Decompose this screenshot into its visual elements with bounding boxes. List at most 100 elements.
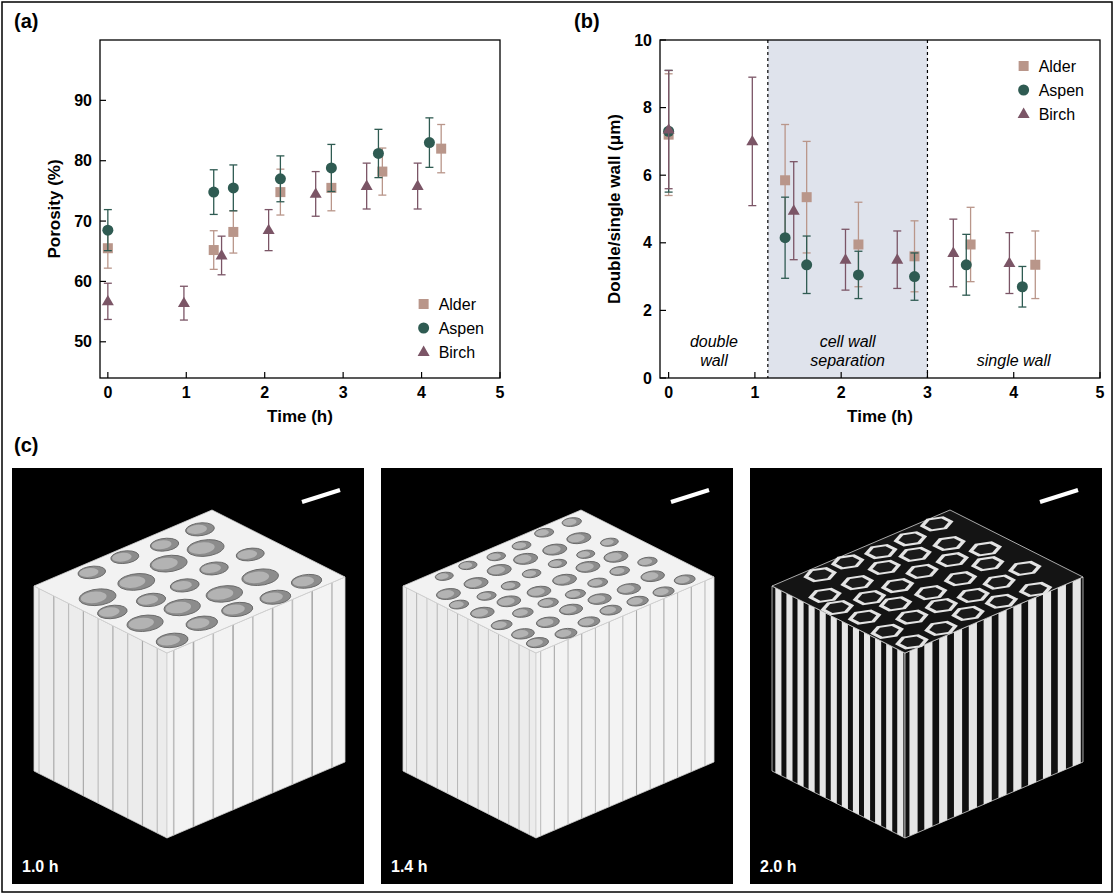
volume-image: 1.0 h xyxy=(12,468,364,884)
error-cap xyxy=(962,295,970,296)
lumen-shade xyxy=(576,617,597,627)
cell-lumen xyxy=(872,624,903,638)
error-cap xyxy=(104,267,112,268)
x-tick xyxy=(668,372,669,378)
volume-stripe xyxy=(954,629,962,817)
lumen-shade xyxy=(168,579,196,592)
point xyxy=(326,162,337,173)
point xyxy=(780,175,790,185)
cell-wall xyxy=(977,572,1021,592)
point xyxy=(216,249,228,259)
lumen-shade xyxy=(147,555,183,572)
cell-lumen xyxy=(215,599,259,619)
legend: AlderAspenBirch xyxy=(1018,58,1084,123)
error-cap xyxy=(841,229,849,230)
cell-lumen xyxy=(934,536,965,550)
chart-panel: 0123450246810Time (h)Double/single wall … xyxy=(574,10,1105,426)
error-cap xyxy=(665,70,673,71)
cell-lumen xyxy=(231,545,270,563)
point xyxy=(178,297,190,307)
y-axis-title: Double/single wall (μm) xyxy=(605,114,624,304)
cell-lumen xyxy=(805,568,836,582)
error-cap xyxy=(265,250,273,251)
image-background xyxy=(381,468,733,884)
cell-lumen xyxy=(937,553,968,567)
cell-lumen xyxy=(285,572,328,592)
volume-stripe xyxy=(446,608,448,793)
cell-lumen xyxy=(986,594,1017,608)
y-tick xyxy=(660,377,666,378)
volume-stripe xyxy=(173,650,175,836)
point xyxy=(373,148,384,159)
x-tick-label: 2 xyxy=(260,384,269,401)
error-bar xyxy=(437,125,445,173)
top-face xyxy=(403,510,714,653)
point xyxy=(1017,281,1028,292)
x-tick xyxy=(754,372,755,378)
error-cap xyxy=(967,207,975,208)
cell-lumen xyxy=(649,585,679,599)
error-cap xyxy=(665,188,673,189)
cell-wall xyxy=(876,575,920,595)
lumen-shade xyxy=(586,594,609,604)
volume-stripe xyxy=(691,586,692,771)
cell-lumen xyxy=(150,630,195,651)
error-cap xyxy=(104,283,112,284)
lumen-shade xyxy=(563,590,583,599)
error-cap xyxy=(911,252,919,253)
x-tick xyxy=(499,372,500,378)
error-cap xyxy=(962,234,970,235)
error-cap xyxy=(665,195,673,196)
cell-lumen xyxy=(895,532,926,546)
error-cap xyxy=(229,252,237,253)
point xyxy=(263,224,275,234)
lumen-shade xyxy=(183,523,211,536)
cell-lumen xyxy=(573,548,598,560)
volume-stripe xyxy=(540,651,541,836)
error-cap xyxy=(374,177,382,178)
point xyxy=(802,192,812,202)
cell-lumen xyxy=(926,621,957,635)
cell-wall xyxy=(893,544,937,564)
error-cap xyxy=(104,209,112,210)
error-cap xyxy=(363,162,371,163)
error-cap xyxy=(1018,266,1026,267)
annotation-line: wall xyxy=(700,352,728,369)
cell-lumen xyxy=(900,547,931,561)
x-tick xyxy=(1099,372,1100,378)
cell-lumen xyxy=(849,610,880,624)
lumen-shade xyxy=(602,551,626,562)
point xyxy=(275,173,286,184)
y-tick-label: 60 xyxy=(74,273,92,290)
x-tick-label: 2 xyxy=(837,384,846,401)
error-cap xyxy=(803,293,811,294)
lumen-shade xyxy=(511,608,531,617)
x-tick-label: 0 xyxy=(103,384,112,401)
volume-stripe xyxy=(909,648,917,836)
y-tick xyxy=(100,341,106,342)
error-cap xyxy=(911,220,919,221)
cell-wall xyxy=(1013,579,1057,599)
point xyxy=(839,253,851,263)
image-label: 2.0 h xyxy=(760,858,796,875)
cell-lumen xyxy=(896,610,927,624)
lumen-shade xyxy=(598,605,619,615)
cell-wall xyxy=(963,539,1007,559)
x-tick xyxy=(264,372,265,378)
point xyxy=(1003,257,1015,267)
cell-lumen xyxy=(254,587,297,607)
volume-stripe xyxy=(331,582,333,768)
legend-label: Aspen xyxy=(1039,82,1084,99)
error-cap xyxy=(781,278,789,279)
point xyxy=(208,187,219,198)
y-tick xyxy=(660,310,666,311)
volume-stripe xyxy=(924,641,932,829)
point xyxy=(436,144,446,154)
error-bar xyxy=(803,141,811,253)
volume-stripe xyxy=(406,588,408,773)
point xyxy=(209,245,219,255)
error-bar xyxy=(210,231,218,270)
volume-stripe xyxy=(939,635,947,823)
cell-lumen xyxy=(897,635,928,649)
volume-stripe xyxy=(498,634,500,819)
